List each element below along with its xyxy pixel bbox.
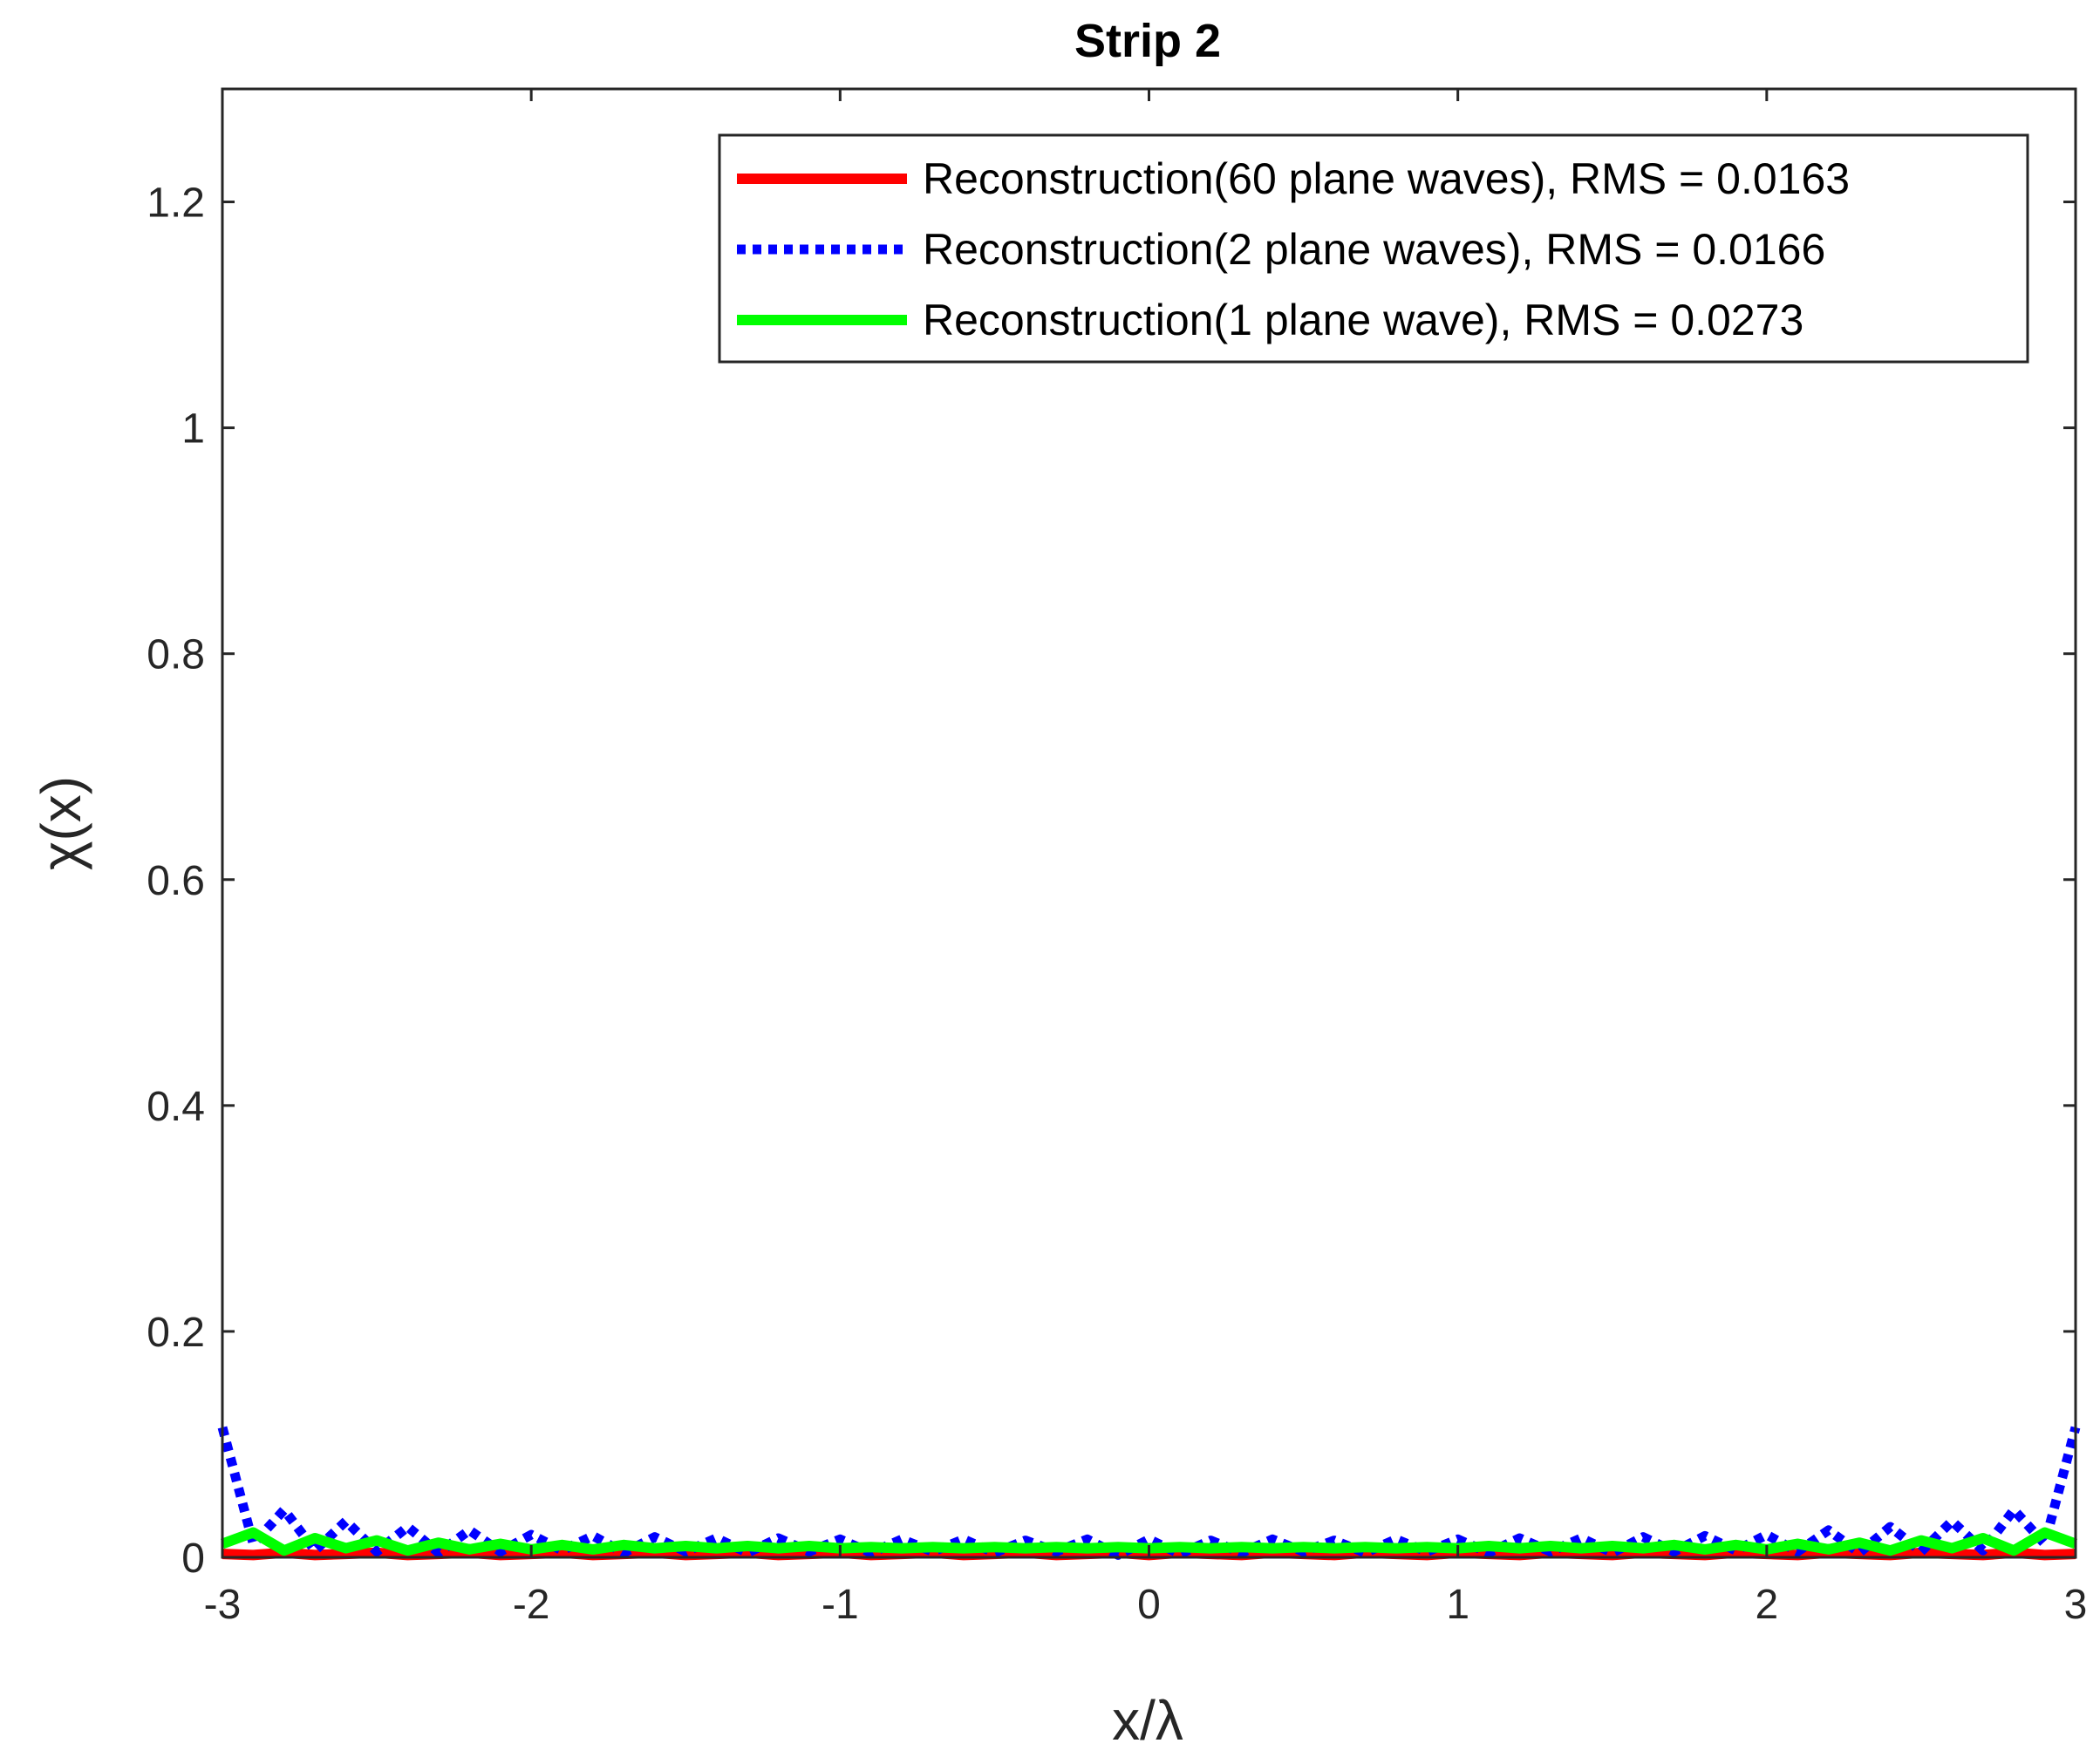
y-tick-label: 0.8	[147, 632, 205, 678]
x-tick-label: 0	[1137, 1582, 1161, 1628]
legend-label-2: Reconstruction(2 plane waves), RMS = 0.0…	[923, 225, 1825, 274]
y-tick-label: 1	[181, 406, 205, 453]
x-tick-label: 2	[1755, 1582, 1778, 1628]
axes-box	[221, 87, 2077, 1559]
x-tick-label: -1	[822, 1582, 859, 1628]
legend-box	[718, 133, 2029, 364]
legend-entries: Reconstruction(60 plane waves), RMS = 0.…	[737, 154, 1850, 344]
y-tick-label: 0.4	[147, 1084, 205, 1130]
x-tick-label: 1	[1446, 1582, 1469, 1628]
y-tick-label: 0	[181, 1536, 205, 1582]
x-tick-label: -3	[204, 1582, 242, 1628]
y-tick-label: 1.2	[147, 180, 205, 227]
x-tick-label: -2	[513, 1582, 550, 1628]
x-axis-title: x/λ	[1112, 1689, 1183, 1752]
series-line-2	[217, 1426, 2081, 1560]
y-axis-title: χ(x)	[30, 776, 92, 870]
y-tick-label: 0.2	[147, 1310, 205, 1356]
ticks-layer: -3 -2 -1 0 1 2 3 0 0.2 0.4 0.6 0.8 1 1.2	[147, 89, 2087, 1628]
legend-label-3: Reconstruction(1 plane wave), RMS = 0.02…	[923, 296, 1803, 344]
legend-label-1: Reconstruction(60 plane waves), RMS = 0.…	[923, 154, 1850, 203]
chart-title: Strip 2	[1074, 15, 1221, 67]
y-tick-label: 0.6	[147, 858, 205, 904]
legend: Reconstruction(60 plane waves), RMS = 0.…	[718, 133, 2029, 364]
x-tick-label: 3	[2064, 1582, 2088, 1628]
